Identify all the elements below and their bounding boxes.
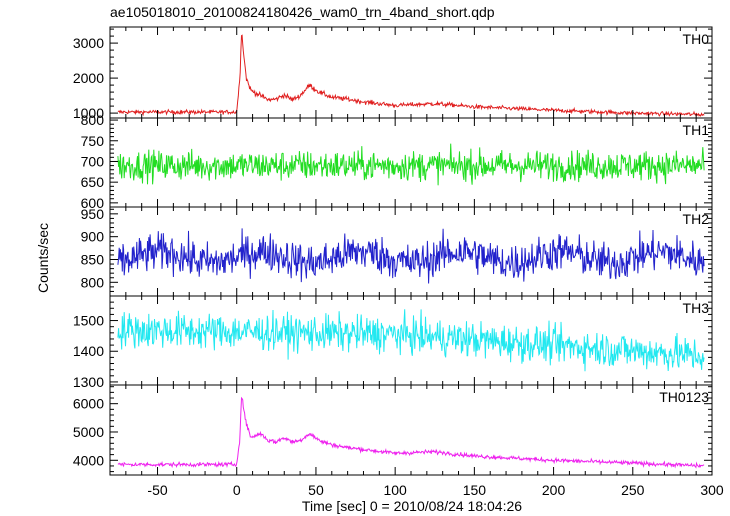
x-tick-label: 250 <box>621 482 645 498</box>
x-tick-label: 300 <box>700 482 724 498</box>
series-line-th1 <box>117 143 705 186</box>
x-tick-label: 100 <box>383 482 407 498</box>
y-tick-label-th0: 2000 <box>73 70 104 86</box>
chart-title: ae105018010_20100824180426_wam0_trn_4ban… <box>110 4 495 20</box>
x-axis-label: Time [sec] 0 = 2010/08/24 18:04:26 <box>302 498 522 514</box>
panel-label-th0: TH0 <box>683 31 710 47</box>
series-line-th3 <box>117 309 705 372</box>
y-tick-label-th1: 750 <box>81 133 105 149</box>
y-tick-label-th3: 1500 <box>73 313 104 329</box>
y-tick-label-th2: 800 <box>81 274 105 290</box>
y-axis-label: Counts/sec <box>35 223 51 293</box>
y-tick-label-th1: 700 <box>81 153 105 169</box>
x-tick-label: 200 <box>542 482 566 498</box>
y-tick-label-th1: 800 <box>81 112 105 128</box>
y-tick-label-th3: 1300 <box>73 374 104 390</box>
series-line-th0123 <box>117 396 705 469</box>
panel-label-th1: TH1 <box>683 122 710 138</box>
y-tick-label-th3: 1400 <box>73 343 104 359</box>
x-tick-label: 0 <box>233 482 241 498</box>
y-tick-label-th1: 650 <box>81 174 105 190</box>
y-tick-label-th0: 1000 <box>73 105 104 121</box>
x-tick-label: -50 <box>147 482 167 498</box>
x-tick-label: 150 <box>463 482 487 498</box>
y-tick-label-th2: 950 <box>81 206 105 222</box>
y-tick-label-th0123: 5000 <box>73 424 104 440</box>
y-tick-label-th1: 600 <box>81 195 105 211</box>
panel-label-th3: TH3 <box>683 300 710 316</box>
y-tick-label-th2: 850 <box>81 251 105 267</box>
y-tick-label-th0123: 4000 <box>73 452 104 468</box>
x-tick-label: 50 <box>308 482 324 498</box>
series-line-th0 <box>117 34 705 117</box>
series-line-th2 <box>117 228 705 284</box>
panel-label-th2: TH2 <box>683 211 710 227</box>
y-tick-label-th2: 900 <box>81 229 105 245</box>
y-tick-label-th0: 3000 <box>73 35 104 51</box>
panel-label-th0123: TH0123 <box>659 389 709 405</box>
y-tick-label-th0123: 6000 <box>73 396 104 412</box>
